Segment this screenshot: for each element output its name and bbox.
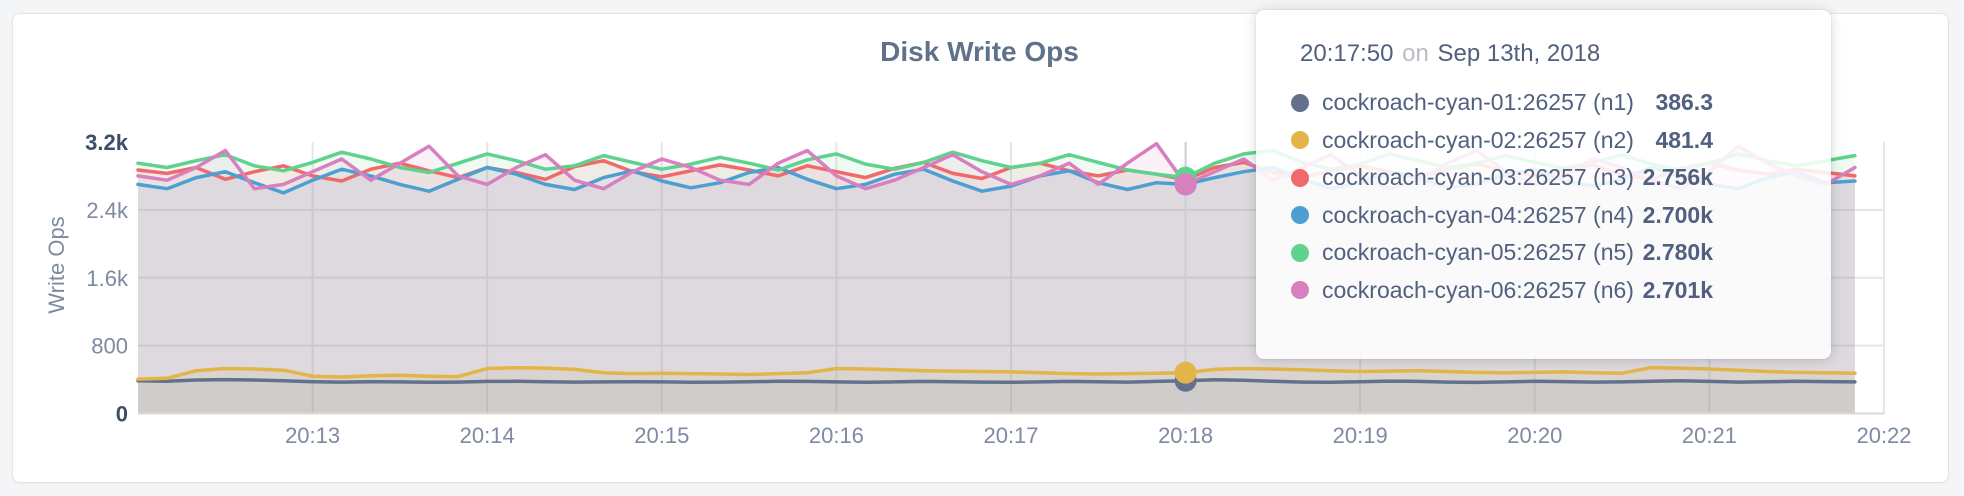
series-name: cockroach-cyan-02:26257 (n2) bbox=[1322, 126, 1634, 153]
series-name: cockroach-cyan-01:26257 (n1) bbox=[1322, 89, 1634, 116]
series-area bbox=[138, 379, 1855, 414]
x-axis-tick-label: 20:20 bbox=[1507, 423, 1562, 448]
y-axis-tick-label: 1.6k bbox=[86, 266, 129, 291]
series-color-dot bbox=[1291, 131, 1309, 150]
tooltip-time: 20:17:50 bbox=[1300, 40, 1394, 67]
series-line bbox=[136, 377, 1857, 385]
series-color-dot bbox=[1291, 93, 1309, 112]
y-axis-tick-label: 3.2k bbox=[85, 130, 129, 155]
series-value: 386.3 bbox=[1655, 89, 1713, 116]
y-axis-tick-label: 2.4k bbox=[86, 198, 129, 223]
x-axis-tick-label: 20:15 bbox=[634, 423, 689, 448]
tooltip-header: 20:17:50 on Sep 13th, 2018 bbox=[1300, 40, 1787, 68]
tooltip-series-row: cockroach-cyan-02:26257 (n2) 481.4 bbox=[1256, 122, 1831, 160]
series-value: 2.780k bbox=[1642, 239, 1713, 266]
series-name: cockroach-cyan-05:26257 (n5) bbox=[1322, 239, 1634, 266]
series-line bbox=[136, 365, 1857, 381]
x-axis-tick-label: 20:16 bbox=[809, 423, 864, 448]
series-area bbox=[138, 367, 1855, 414]
tooltip-series-row: cockroach-cyan-04:26257 (n4) 2.700k bbox=[1256, 197, 1831, 235]
series-value: 2.700k bbox=[1642, 201, 1713, 228]
series-value: 481.4 bbox=[1655, 126, 1713, 153]
x-axis-tick-label: 20:13 bbox=[285, 423, 340, 448]
series-name: cockroach-cyan-04:26257 (n4) bbox=[1322, 201, 1634, 228]
x-axis-tick-label: 20:17 bbox=[983, 423, 1038, 448]
x-axis-tick-label: 20:19 bbox=[1333, 423, 1388, 448]
hover-point bbox=[1174, 361, 1197, 384]
chart-title: Disk Write Ops bbox=[880, 36, 1079, 67]
series-value: 2.701k bbox=[1642, 276, 1713, 303]
chart-tooltip: 20:17:50 on Sep 13th, 2018 cockroach-cya… bbox=[1256, 10, 1831, 359]
tooltip-series-row: cockroach-cyan-03:26257 (n3) 2.756k bbox=[1256, 159, 1831, 197]
y-axis-tick-label: 0 bbox=[116, 402, 128, 427]
series-value: 2.756k bbox=[1642, 164, 1713, 191]
series-color-dot bbox=[1291, 206, 1309, 225]
series-name: cockroach-cyan-06:26257 (n6) bbox=[1322, 276, 1634, 303]
x-axis-tick-label: 20:18 bbox=[1158, 423, 1213, 448]
series-name: cockroach-cyan-03:26257 (n3) bbox=[1322, 164, 1634, 191]
series-color-dot bbox=[1291, 281, 1309, 300]
tooltip-on-word: on bbox=[1402, 40, 1429, 67]
series-color-dot bbox=[1291, 243, 1309, 262]
x-axis-tick-label: 20:14 bbox=[460, 423, 515, 448]
series-color-dot bbox=[1291, 168, 1309, 187]
hover-point bbox=[1174, 173, 1197, 196]
tooltip-series-row: cockroach-cyan-06:26257 (n6) 2.701k bbox=[1256, 272, 1831, 310]
tooltip-series-row: cockroach-cyan-05:26257 (n5) 2.780k bbox=[1256, 234, 1831, 272]
tooltip-date: Sep 13th, 2018 bbox=[1437, 40, 1601, 67]
x-axis-tick-label: 20:21 bbox=[1682, 423, 1737, 448]
tooltip-series-list: cockroach-cyan-01:26257 (n1) 386.3 cockroa… bbox=[1256, 84, 1831, 309]
x-axis-tick-label: 20:22 bbox=[1856, 423, 1911, 448]
tooltip-series-row: cockroach-cyan-01:26257 (n1) 386.3 bbox=[1256, 84, 1831, 122]
y-axis-tick-label: 800 bbox=[91, 334, 128, 359]
